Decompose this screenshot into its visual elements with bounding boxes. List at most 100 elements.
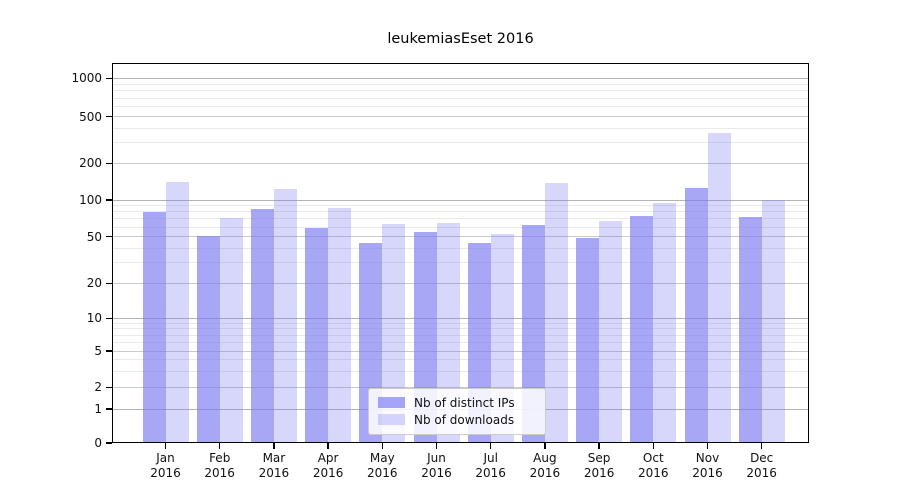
bar-ips-nov bbox=[684, 187, 708, 443]
x-tick-label-month: Dec bbox=[750, 451, 774, 465]
x-tick-label: Jan 2016 bbox=[136, 451, 196, 481]
y-minor-gridline bbox=[113, 127, 808, 129]
y-tick bbox=[106, 442, 112, 444]
y-gridline bbox=[113, 317, 808, 319]
y-gridline bbox=[113, 386, 808, 388]
legend-item-distinct-ips: Nb of distinct IPs bbox=[378, 394, 536, 411]
x-tick-label: Sep 2016 bbox=[569, 451, 629, 481]
bar-ips-mar bbox=[250, 209, 274, 443]
x-tick bbox=[598, 443, 600, 449]
y-minor-gridline bbox=[113, 341, 808, 343]
bar-downloads-jun bbox=[436, 222, 460, 443]
x-tick-label-year: 2016 bbox=[367, 466, 398, 480]
x-tick-label: Oct 2016 bbox=[623, 451, 683, 481]
x-tick-label: Mar 2016 bbox=[244, 451, 304, 481]
x-tick bbox=[490, 443, 492, 449]
y-tick bbox=[106, 408, 112, 410]
y-gridline bbox=[113, 236, 808, 238]
legend-label-downloads: Nb of downloads bbox=[414, 412, 515, 427]
y-gridline bbox=[113, 116, 808, 118]
x-tick-label: Nov 2016 bbox=[678, 451, 738, 481]
y-minor-gridline bbox=[113, 142, 808, 144]
x-tick-label: May 2016 bbox=[352, 451, 412, 481]
y-minor-gridline bbox=[113, 90, 808, 92]
y-tick bbox=[106, 282, 112, 284]
x-tick-label: Dec 2016 bbox=[732, 451, 792, 481]
y-tick-label: 10 bbox=[86, 311, 102, 326]
x-tick-label-year: 2016 bbox=[746, 466, 777, 480]
x-tick-label: Aug 2016 bbox=[515, 451, 575, 481]
x-tick-label-year: 2016 bbox=[475, 466, 506, 480]
x-tick-label: Feb 2016 bbox=[190, 451, 250, 481]
bar-ips-feb bbox=[196, 235, 220, 443]
x-tick-label-year: 2016 bbox=[638, 466, 669, 480]
x-tick-label-month: Jul bbox=[483, 451, 498, 465]
x-tick-label: Jun 2016 bbox=[407, 451, 467, 481]
legend-swatch-downloads bbox=[378, 414, 405, 425]
x-tick-label-month: Oct bbox=[642, 451, 664, 465]
x-tick-label-year: 2016 bbox=[150, 466, 181, 480]
bar-downloads-apr bbox=[328, 207, 352, 443]
y-tick-label: 2 bbox=[94, 380, 102, 395]
y-minor-gridline bbox=[113, 328, 808, 330]
x-tick bbox=[544, 443, 546, 449]
x-tick bbox=[761, 443, 763, 449]
y-tick-label: 50 bbox=[86, 229, 102, 244]
y-minor-gridline bbox=[113, 83, 808, 85]
y-tick-label: 200 bbox=[79, 156, 102, 171]
bar-ips-apr bbox=[305, 227, 329, 443]
y-minor-gridline bbox=[113, 334, 808, 336]
x-tick bbox=[164, 443, 167, 449]
y-minor-gridline bbox=[113, 106, 808, 108]
y-gridline bbox=[113, 350, 808, 352]
x-tick-label-month: Nov bbox=[695, 451, 720, 465]
x-tick-label-month: Aug bbox=[533, 451, 557, 465]
y-tick bbox=[106, 236, 112, 238]
bar-downloads-aug bbox=[544, 183, 568, 443]
x-tick-label-year: 2016 bbox=[583, 466, 615, 480]
bar-ips-dec bbox=[738, 216, 762, 443]
x-tick-label-year: 2016 bbox=[258, 466, 290, 480]
x-tick-label-year: 2016 bbox=[421, 466, 452, 480]
legend-item-downloads: Nb of downloads bbox=[378, 411, 536, 428]
x-tick-label: Jul 2016 bbox=[461, 451, 521, 481]
x-tick-label-month: Jun bbox=[427, 451, 446, 465]
x-tick bbox=[706, 443, 709, 449]
y-tick-label: 1 bbox=[94, 402, 102, 416]
y-minor-gridline bbox=[113, 262, 808, 264]
bar-ips-sep bbox=[576, 237, 600, 443]
y-minor-gridline bbox=[113, 322, 808, 324]
bar-ips-oct bbox=[630, 215, 654, 443]
legend-swatch-distinct-ips bbox=[378, 397, 405, 408]
y-tick-label: 0 bbox=[94, 436, 102, 450]
x-tick bbox=[273, 443, 275, 449]
bar-downloads-oct bbox=[653, 202, 677, 443]
y-tick-label: 500 bbox=[79, 109, 102, 124]
y-gridline bbox=[113, 199, 808, 201]
y-tick-label: 5 bbox=[94, 344, 102, 358]
y-minor-gridline bbox=[113, 205, 808, 207]
chart-title: leukemiasEset 2016 bbox=[387, 31, 534, 47]
y-tick bbox=[106, 77, 112, 79]
legend-label-distinct-ips: Nb of distinct IPs bbox=[414, 395, 515, 410]
x-tick-label-year: 2016 bbox=[692, 466, 723, 480]
x-tick-label-year: 2016 bbox=[204, 466, 235, 480]
y-minor-gridline bbox=[113, 97, 808, 99]
x-tick-label-year: 2016 bbox=[312, 466, 344, 480]
x-tick bbox=[327, 443, 329, 449]
bar-downloads-nov bbox=[707, 132, 731, 443]
bar-downloads-feb bbox=[219, 218, 243, 443]
bar-ips-jan bbox=[142, 211, 166, 443]
y-gridline bbox=[113, 77, 808, 79]
bar-downloads-jan bbox=[165, 182, 189, 443]
y-tick bbox=[106, 199, 112, 201]
y-minor-gridline bbox=[113, 226, 808, 228]
y-tick-label: 1000 bbox=[71, 71, 102, 86]
y-minor-gridline bbox=[113, 370, 808, 372]
y-minor-gridline bbox=[113, 218, 808, 220]
bar-downloads-dec bbox=[761, 200, 785, 443]
legend: Nb of distinct IPs Nb of downloads bbox=[368, 388, 546, 435]
y-tick bbox=[106, 317, 112, 319]
y-gridline bbox=[113, 282, 808, 284]
